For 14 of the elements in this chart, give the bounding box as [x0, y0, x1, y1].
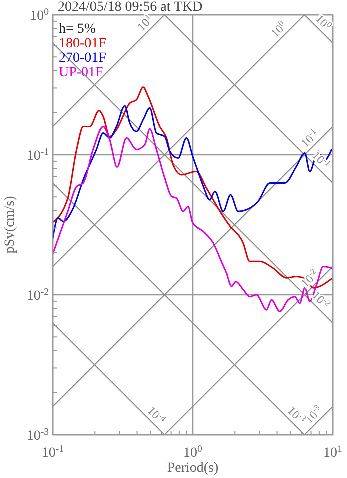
text: 180-01F	[59, 36, 107, 52]
legend-title: h= 5%	[59, 22, 96, 37]
x-axis-title: Period(s)	[167, 461, 219, 476]
y-axis-title: pSv(cm/s)	[3, 196, 18, 254]
y-tick-label: 10$^{-3}$	[26, 426, 50, 444]
y-tick-label: 10$^{-2}$	[26, 286, 50, 304]
text: UP-01F	[59, 66, 104, 80]
chart-title: 2024/05/18 09:56 at TKD	[58, 0, 203, 15]
text: 270-01F	[59, 51, 107, 66]
y-tick-label: 10$^{-1}$	[26, 146, 50, 164]
x-tick-label: 10$^{0}$	[184, 444, 203, 461]
x-tick-label: 10$^{-1}$	[42, 444, 64, 461]
x-tick-label: 10$^{1}$	[324, 444, 343, 461]
y-tick-label: 10$^{0}$	[30, 6, 50, 24]
